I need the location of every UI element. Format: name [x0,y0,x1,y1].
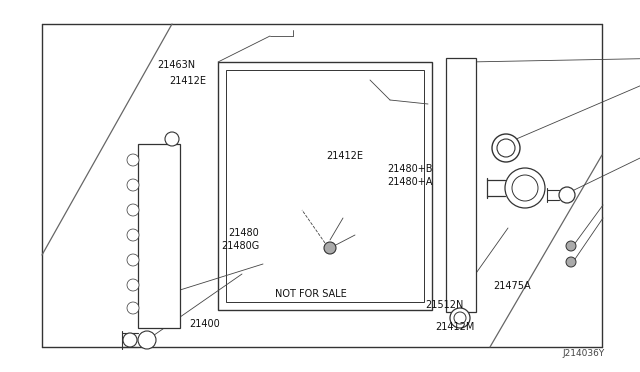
Text: 21475A: 21475A [493,282,531,291]
Polygon shape [226,70,424,302]
Text: 21463N: 21463N [157,60,195,70]
Circle shape [559,187,575,203]
Circle shape [450,308,470,328]
Circle shape [512,175,538,201]
Text: 21480: 21480 [228,228,259,237]
Circle shape [127,204,139,216]
Circle shape [454,312,466,324]
Text: 21412E: 21412E [326,151,364,161]
Circle shape [138,331,156,349]
Circle shape [505,168,545,208]
Text: 21400: 21400 [189,319,220,328]
Circle shape [127,279,139,291]
Text: 21480+B: 21480+B [387,164,433,174]
Circle shape [127,229,139,241]
Circle shape [492,134,520,162]
Circle shape [127,154,139,166]
Text: 21512N: 21512N [426,300,464,310]
Text: 21480G: 21480G [221,241,259,250]
Text: J214036Y: J214036Y [563,349,605,358]
Text: 21412M: 21412M [435,323,475,332]
Circle shape [165,132,179,146]
Circle shape [566,241,576,251]
Circle shape [123,333,137,347]
Circle shape [127,254,139,266]
Polygon shape [218,62,432,310]
Text: 21480+A: 21480+A [387,177,433,187]
Polygon shape [446,58,476,312]
Text: 21412E: 21412E [170,76,207,86]
Circle shape [566,257,576,267]
Circle shape [324,242,336,254]
Text: NOT FOR SALE: NOT FOR SALE [275,289,347,299]
Polygon shape [138,144,180,328]
Circle shape [127,302,139,314]
Circle shape [497,139,515,157]
Circle shape [127,179,139,191]
